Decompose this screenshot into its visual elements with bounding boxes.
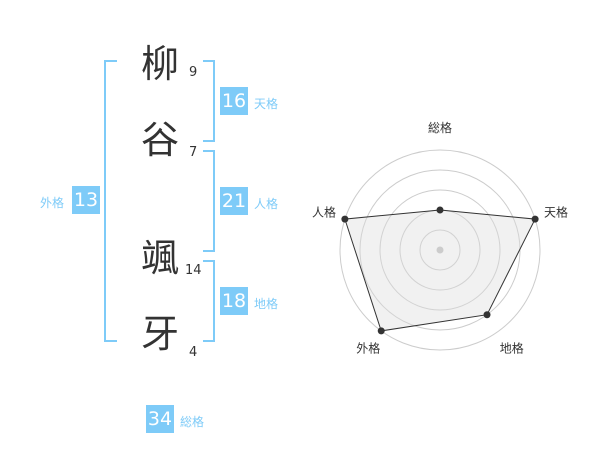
radar-point-人格 (341, 215, 349, 223)
chikaku-bracket (203, 260, 215, 342)
radar-ring (339, 149, 541, 351)
name-char-3: 颯 (140, 236, 179, 280)
tenkaku-value: 16 (220, 87, 248, 115)
radar-point-地格 (483, 311, 491, 319)
radar-axis-label: 天格 (544, 204, 568, 219)
radar-point-総格 (436, 206, 444, 214)
radar-axis-label: 人格 (312, 204, 336, 219)
radar-point-外格 (377, 327, 385, 335)
radar-center (436, 246, 444, 254)
stroke-count-4: 4 (189, 345, 198, 360)
jinkaku-bracket (203, 150, 215, 252)
radar-axis-label: 外格 (356, 341, 380, 356)
gaikaku-value: 13 (72, 186, 100, 214)
name-char-2: 谷 (140, 118, 179, 162)
jinkaku-label: 人格 (254, 197, 279, 211)
radar-area (344, 209, 536, 332)
name-char-1: 柳 (140, 42, 179, 86)
radar-ring (419, 229, 461, 271)
radar-ring (379, 189, 501, 311)
chikaku-label: 地格 (254, 297, 279, 311)
gaikaku-label: 外格 (40, 196, 65, 210)
stroke-count-2: 7 (189, 145, 198, 160)
tenkaku-bracket (203, 60, 215, 142)
radar-axis-label: 総格 (428, 120, 452, 135)
chikaku-value: 18 (220, 287, 248, 315)
stroke-count-3: 14 (185, 263, 202, 278)
soukaku-label: 総格 (180, 415, 205, 429)
soukaku-value: 34 (146, 405, 174, 433)
gaikaku-bracket (104, 60, 117, 342)
name-char-4: 牙 (140, 312, 179, 356)
stroke-count-1: 9 (189, 65, 198, 80)
radar-axis-label: 地格 (500, 341, 524, 356)
radar-point-天格 (531, 215, 539, 223)
jinkaku-value: 21 (220, 187, 248, 215)
tenkaku-label: 天格 (254, 97, 279, 111)
